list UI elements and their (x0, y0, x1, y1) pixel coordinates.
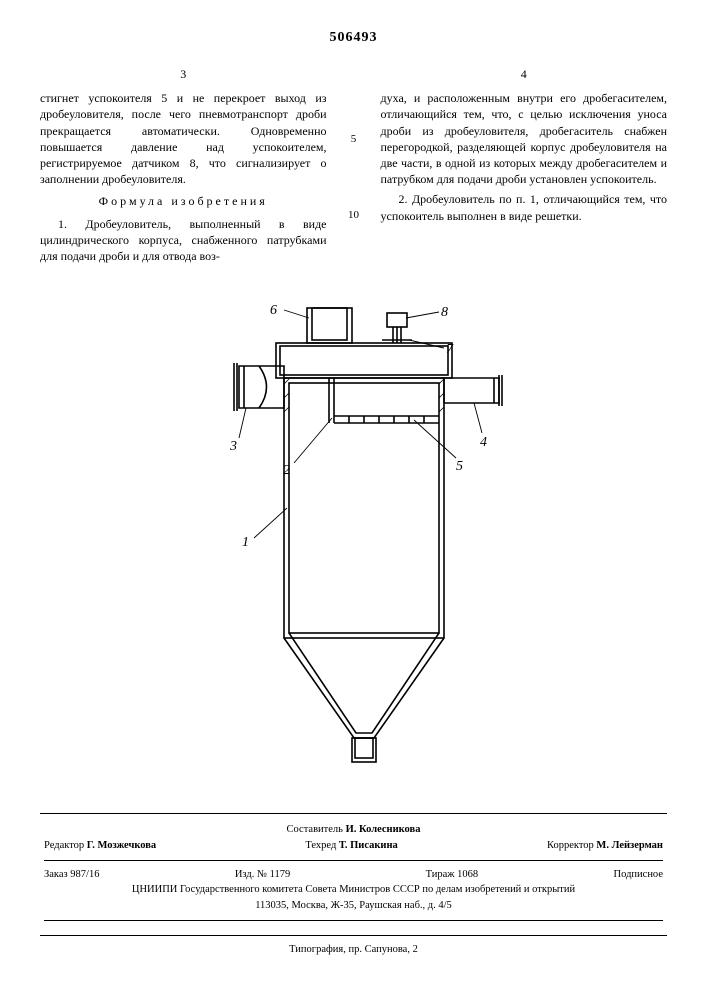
text-columns: 3 стигнет успокоителя 5 и не перекроет в… (40, 66, 667, 268)
techred: Техред Т. Писакина (305, 838, 397, 854)
editor: Редактор Г. Мозжечкова (44, 838, 156, 854)
editor-label: Редактор (44, 840, 84, 851)
label-4: 4 (480, 435, 487, 450)
right-paragraph-1: духа, и расположенным внутри его дробега… (381, 90, 668, 187)
device-diagram: 1 2 3 4 5 6 7 8 (184, 288, 524, 778)
corrector-label: Корректор (547, 840, 594, 851)
line-mark-10: 10 (347, 208, 361, 223)
gutter: 5 10 (347, 66, 361, 268)
doc-number: 506493 (40, 30, 667, 46)
label-7: 7 (446, 342, 454, 357)
label-3: 3 (229, 439, 237, 454)
right-col-number: 4 (381, 66, 668, 82)
label-8: 8 (441, 305, 448, 320)
order: Заказ 987/16 (44, 867, 99, 883)
sub: Подписное (614, 867, 663, 883)
left-column: 3 стигнет успокоителя 5 и не перекроет в… (40, 66, 327, 268)
right-paragraph-2: 2. Дробеуловитель по п. 1, отличающийся … (381, 191, 668, 223)
left-paragraph-1: стигнет успокоителя 5 и не перекроет вых… (40, 90, 327, 187)
typography: Типография, пр. Сапунова, 2 (40, 944, 667, 955)
print-row: Заказ 987/16 Изд. № 1179 Тираж 1068 Подп… (44, 867, 663, 921)
corrector-name: М. Лейзерман (596, 840, 663, 851)
compiler-line: Составитель И. Колесникова (44, 822, 663, 838)
compiler-label: Составитель (287, 824, 343, 835)
editor-name: Г. Мозжечкова (87, 840, 156, 851)
left-paragraph-2: 1. Дробеуловитель, выполненный в виде ци… (40, 216, 327, 265)
techred-label: Техред (305, 840, 336, 851)
patent-page: 506493 3 стигнет успокоителя 5 и не пере… (0, 0, 707, 975)
label-6: 6 (270, 303, 277, 318)
label-1: 1 (242, 535, 249, 550)
institute: ЦНИИПИ Государственного комитета Совета … (44, 882, 663, 898)
label-2: 2 (283, 463, 290, 478)
techred-name: Т. Писакина (339, 840, 398, 851)
left-col-number: 3 (40, 66, 327, 82)
corrector: Корректор М. Лейзерман (547, 838, 663, 854)
colophon: Составитель И. Колесникова Редактор Г. М… (40, 813, 667, 936)
figure: 1 2 3 4 5 6 7 8 (40, 288, 667, 783)
right-column: 4 духа, и расположенным внутри его дробе… (381, 66, 668, 268)
credits-row: Редактор Г. Мозжечкова Техред Т. Писакин… (44, 838, 663, 861)
address: 113035, Москва, Ж-35, Раушская наб., д. … (44, 898, 663, 914)
formula-title: Формула изобретения (40, 193, 327, 209)
line-mark-5: 5 (347, 132, 361, 147)
label-5: 5 (456, 459, 463, 474)
compiler-name: И. Колесникова (346, 824, 421, 835)
run: Тираж 1068 (426, 867, 479, 883)
edition: Изд. № 1179 (235, 867, 290, 883)
